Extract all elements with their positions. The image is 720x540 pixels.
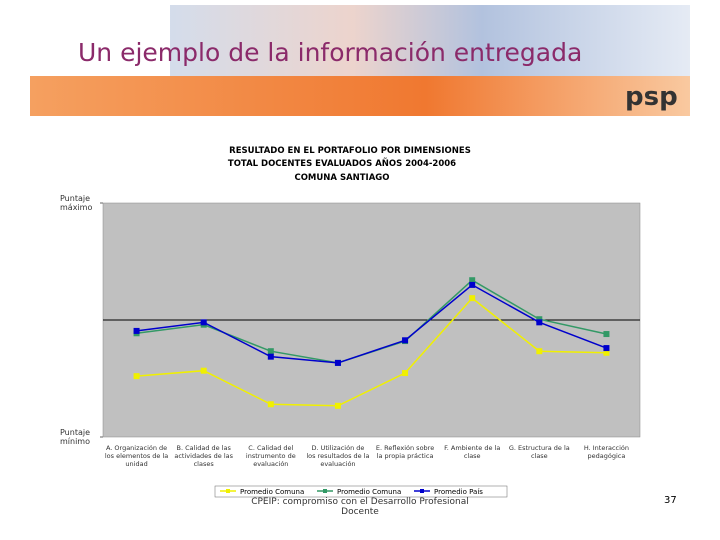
x-tick-label: C. Calidad del instrumento de evaluación <box>245 444 296 468</box>
chart-subtitle: COMUNA SANTIAGO <box>294 173 389 183</box>
series-line <box>136 297 607 407</box>
point <box>267 353 274 360</box>
point <box>200 367 207 374</box>
point <box>334 402 341 409</box>
point <box>603 349 610 356</box>
point <box>536 319 543 326</box>
legend-label: Promedio Comuna <box>337 488 401 496</box>
point <box>536 316 543 323</box>
page-number: 37 <box>664 495 677 506</box>
point <box>603 345 610 352</box>
x-tick-label: B. Calidad de las actividades de las cla… <box>174 444 233 468</box>
point <box>267 348 274 355</box>
x-tick-label: A. Organización de los elementos de la u… <box>104 444 169 468</box>
slide-title: Un ejemplo de la información entregada <box>78 38 583 67</box>
point <box>402 337 409 344</box>
legend-box <box>214 485 508 498</box>
point <box>469 281 476 288</box>
point <box>402 370 409 377</box>
point <box>469 295 476 302</box>
y-tick-label: Puntaje mínimo <box>60 428 91 446</box>
point <box>133 373 140 380</box>
x-tick-label: F. Ambiente de la clase <box>444 444 501 460</box>
point <box>334 359 341 366</box>
legend-marker <box>420 489 424 493</box>
point <box>603 331 610 338</box>
header-band <box>30 76 690 116</box>
logo: psp <box>625 82 678 112</box>
chart-title: RESULTADO EN EL PORTAFOLIO POR DIMENSION… <box>229 146 471 156</box>
x-tick-label: G. Estructura de la clase <box>508 444 570 460</box>
legend-marker <box>226 489 230 493</box>
footer: CPEIP: compromiso con el Desarrollo Prof… <box>251 497 469 517</box>
chart-subtitle: TOTAL DOCENTES EVALUADOS AÑOS 2004-2006 <box>228 158 456 169</box>
y-tick-label: Puntaje máximo <box>60 194 93 212</box>
series-line <box>136 283 607 364</box>
x-tick-label: E. Reflexión sobre la propia práctica <box>375 444 435 460</box>
legend-label: Promedio País <box>434 488 483 496</box>
point <box>536 348 543 355</box>
legend-marker <box>323 489 327 493</box>
point <box>469 277 476 284</box>
x-tick-label: D. Utilización de los resultados de la e… <box>306 444 370 468</box>
x-tick-label: H. Interacción pedagógica <box>583 444 630 460</box>
point <box>267 401 274 408</box>
point <box>133 327 140 334</box>
point <box>200 319 207 326</box>
legend-label: Promedio Comuna <box>240 488 304 496</box>
header-image <box>170 5 690 77</box>
